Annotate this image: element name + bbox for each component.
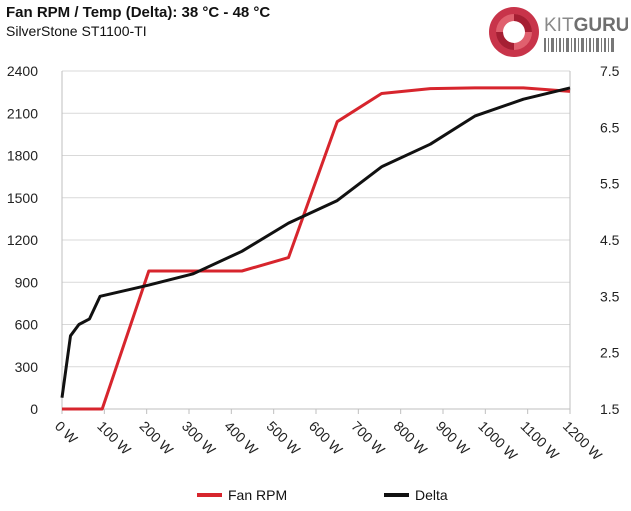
axes	[61, 71, 571, 414]
y-left-tick-label: 0	[30, 401, 38, 417]
x-tick-label: 300 W	[179, 418, 219, 458]
y-left-tick-label: 2400	[7, 63, 38, 79]
tick-labels: 0 300 600 900 1200 1500 1800 2100 2400 1.5 2.5 3.5 4…	[7, 63, 620, 464]
chart-subtitle: SilverStone ST1100-TI	[6, 23, 147, 39]
logo-wordmark: KITGURU	[544, 15, 628, 36]
series-lines	[60, 86, 571, 411]
y-right-tick-label: 6.5	[600, 119, 620, 135]
legend: Fan RPM Delta	[197, 487, 448, 503]
y-right-tick-label: 7.5	[600, 63, 620, 79]
y-right-tick-label: 3.5	[600, 288, 620, 304]
series-line-fan-rpm	[62, 86, 571, 411]
grid-lines	[62, 70, 570, 368]
y-left-tick-label: 2100	[7, 105, 38, 121]
y-right-tick-label: 2.5	[600, 345, 620, 361]
y-left-tick-label: 900	[15, 274, 39, 290]
x-tick-label: 1200 W	[560, 418, 606, 464]
legend-label-delta: Delta	[415, 487, 448, 503]
y-left-tick-label: 1200	[7, 232, 38, 248]
y-right-tick-label: 5.5	[600, 176, 620, 192]
x-tick-label: 200 W	[137, 418, 177, 458]
x-tick-label: 0 W	[52, 418, 81, 447]
barcode-icon	[544, 38, 614, 52]
chart-title: Fan RPM / Temp (Delta): 38 °C - 48 °C	[6, 4, 271, 21]
y-right-tick-label: 1.5	[600, 401, 620, 417]
y-left-tick-label: 600	[15, 317, 39, 333]
x-tick-label: 700 W	[348, 418, 388, 458]
kitguru-logo: KITGURU	[489, 7, 628, 57]
x-tick-label: 100 W	[94, 418, 134, 458]
series-line-delta	[60, 86, 571, 398]
y-right-tick-label: 4.5	[600, 232, 620, 248]
x-tick-label: 800 W	[391, 418, 431, 458]
kitguru-emblem-icon	[489, 7, 539, 57]
y-left-tick-label: 1800	[7, 148, 38, 164]
x-tick-label: 1100 W	[518, 418, 563, 463]
x-tick-label: 600 W	[306, 418, 346, 458]
y-left-tick-label: 1500	[7, 190, 38, 206]
x-tick-label: 400 W	[221, 418, 261, 458]
legend-label-fan-rpm: Fan RPM	[228, 487, 287, 503]
x-tick-label: 900 W	[433, 418, 473, 458]
y-left-tick-label: 300	[15, 359, 39, 375]
x-tick-label: 1000 W	[475, 418, 521, 464]
x-tick-label: 500 W	[264, 418, 304, 458]
